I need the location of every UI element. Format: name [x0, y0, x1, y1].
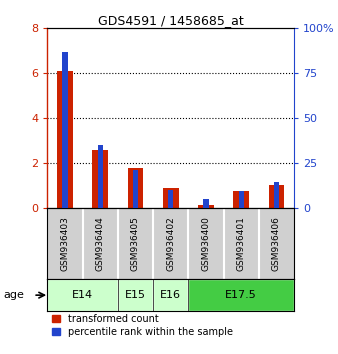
Bar — [92, 150, 108, 207]
Bar — [198, 205, 214, 207]
Text: GSM936400: GSM936400 — [201, 216, 211, 271]
Text: GSM936401: GSM936401 — [237, 216, 246, 271]
Bar — [168, 190, 173, 207]
Bar — [153, 279, 188, 311]
Bar — [62, 52, 68, 207]
Text: E17.5: E17.5 — [225, 290, 257, 300]
Bar — [98, 145, 103, 207]
Bar — [57, 71, 73, 207]
Bar — [188, 279, 294, 311]
Bar — [153, 279, 188, 311]
Bar — [133, 170, 138, 207]
Text: GSM936406: GSM936406 — [272, 216, 281, 271]
Bar — [233, 192, 249, 207]
Bar — [118, 279, 153, 311]
Text: GSM936403: GSM936403 — [61, 216, 69, 271]
Text: age: age — [3, 290, 24, 300]
Bar — [188, 279, 294, 311]
Bar — [163, 188, 178, 207]
Bar — [47, 279, 118, 311]
Bar — [47, 279, 118, 311]
Legend: transformed count, percentile rank within the sample: transformed count, percentile rank withi… — [52, 314, 233, 337]
Text: E14: E14 — [72, 290, 93, 300]
Text: GSM936402: GSM936402 — [166, 216, 175, 271]
Title: GDS4591 / 1458685_at: GDS4591 / 1458685_at — [98, 14, 244, 27]
Bar — [268, 185, 284, 207]
Bar — [274, 182, 279, 207]
Text: GSM936405: GSM936405 — [131, 216, 140, 271]
Text: GSM936404: GSM936404 — [96, 216, 105, 271]
Bar — [239, 192, 244, 207]
Text: E15: E15 — [125, 290, 146, 300]
Bar — [127, 169, 143, 207]
Bar — [118, 279, 153, 311]
Text: E16: E16 — [160, 290, 181, 300]
Bar — [203, 199, 209, 207]
